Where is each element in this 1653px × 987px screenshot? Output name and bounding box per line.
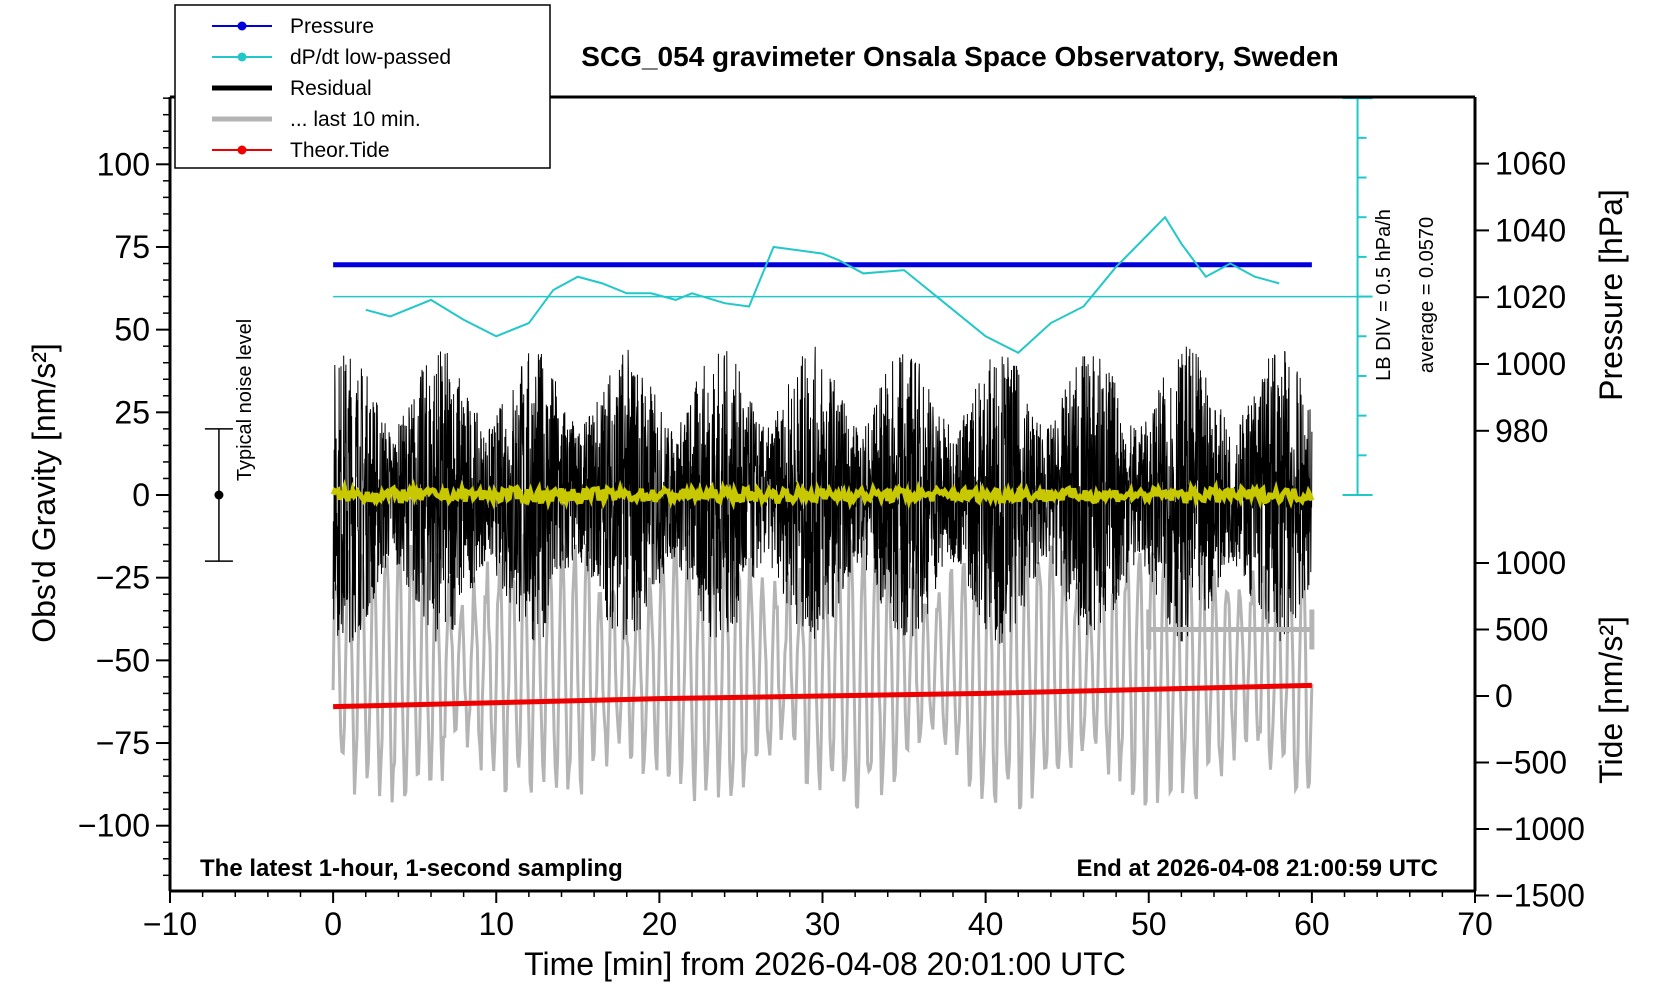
y-tick-label-gravity: −25 bbox=[96, 560, 150, 596]
y-tick-label-tide: 1000 bbox=[1495, 545, 1566, 581]
legend-label: Residual bbox=[290, 77, 372, 100]
y-tick-label-pressure: 1000 bbox=[1495, 346, 1566, 382]
y-tick-label-tide: 0 bbox=[1495, 678, 1513, 714]
series-theor-tide bbox=[333, 682, 1312, 710]
noise-label: Typical noise level bbox=[234, 319, 256, 481]
series-dpdt bbox=[365, 215, 1280, 355]
y-tick-label-gravity: 75 bbox=[114, 229, 150, 265]
x-tick-label: 0 bbox=[324, 906, 342, 942]
y-tick-label-pressure: 1040 bbox=[1495, 212, 1566, 248]
y-axis-label-pressure: Pressure [hPa] bbox=[1593, 189, 1629, 401]
legend-label: Theor.Tide bbox=[290, 139, 390, 162]
average-label: average = 0.0570 bbox=[1416, 217, 1438, 373]
x-axis-label: Time [min] from 2026-04-08 20:01:00 UTC bbox=[524, 946, 1126, 982]
noise-bar-dot bbox=[214, 490, 224, 500]
y-axis-label-gravity: Obs'd Gravity [nm/s²] bbox=[26, 343, 62, 643]
series-layer bbox=[330, 215, 1369, 810]
x-tick-label: 40 bbox=[968, 906, 1004, 942]
y-tick-label-tide: −1500 bbox=[1495, 878, 1585, 914]
chart-title: SCG_054 gravimeter Onsala Space Observat… bbox=[581, 41, 1338, 72]
y-tick-label-pressure: 980 bbox=[1495, 413, 1548, 449]
x-tick-label: 20 bbox=[642, 906, 678, 942]
text-layer: SCG_054 gravimeter Onsala Space Observat… bbox=[26, 41, 1629, 982]
y-tick-label-gravity: 50 bbox=[114, 312, 150, 348]
x-tick-label: 30 bbox=[805, 906, 841, 942]
legend-label: Pressure bbox=[290, 15, 374, 38]
legend-marker bbox=[237, 52, 247, 62]
y-tick-label-pressure: 1020 bbox=[1495, 279, 1566, 315]
y-tick-label-gravity: 25 bbox=[114, 394, 150, 430]
y-tick-label-tide: −500 bbox=[1495, 745, 1567, 781]
series-last-10-min bbox=[331, 526, 1314, 810]
y-tick-label-gravity: −100 bbox=[78, 808, 150, 844]
legend-label: dP/dt low-passed bbox=[290, 46, 451, 69]
lb-div-label: LB DIV = 0.5 hPa/h bbox=[1373, 209, 1395, 381]
y-tick-label-tide: −1000 bbox=[1495, 811, 1585, 847]
legend-marker bbox=[237, 21, 247, 31]
y-tick-label-tide: 500 bbox=[1495, 612, 1548, 648]
y-tick-label-pressure: 1060 bbox=[1495, 146, 1566, 182]
x-tick-label: 60 bbox=[1294, 906, 1330, 942]
axes-layer: −10 0 10 20 30 40 50 60 701007550250−25−50−75−10… bbox=[78, 95, 1585, 942]
end-time-note: End at 2026-04-08 21:00:59 UTC bbox=[1077, 855, 1439, 882]
y-axis-label-tide: Tide [nm/s²] bbox=[1593, 616, 1629, 784]
x-tick-label: 50 bbox=[1131, 906, 1167, 942]
legend-label: ... last 10 min. bbox=[290, 108, 421, 131]
x-tick-label: 10 bbox=[478, 906, 514, 942]
y-tick-label-gravity: −50 bbox=[96, 642, 150, 678]
y-tick-label-gravity: −75 bbox=[96, 725, 150, 761]
x-tick-label: 70 bbox=[1457, 906, 1493, 942]
legend-marker bbox=[237, 145, 247, 155]
x-tick-label: −10 bbox=[143, 906, 197, 942]
y-tick-label-gravity: 0 bbox=[132, 477, 150, 513]
y-tick-label-gravity: 100 bbox=[97, 146, 150, 182]
sampling-note: The latest 1-hour, 1-second sampling bbox=[200, 855, 623, 882]
legend: Pressure dP/dt low-passed Residual ... last… bbox=[174, 4, 551, 169]
series-residual bbox=[332, 346, 1313, 644]
series-residual-lowpassed bbox=[330, 478, 1315, 511]
